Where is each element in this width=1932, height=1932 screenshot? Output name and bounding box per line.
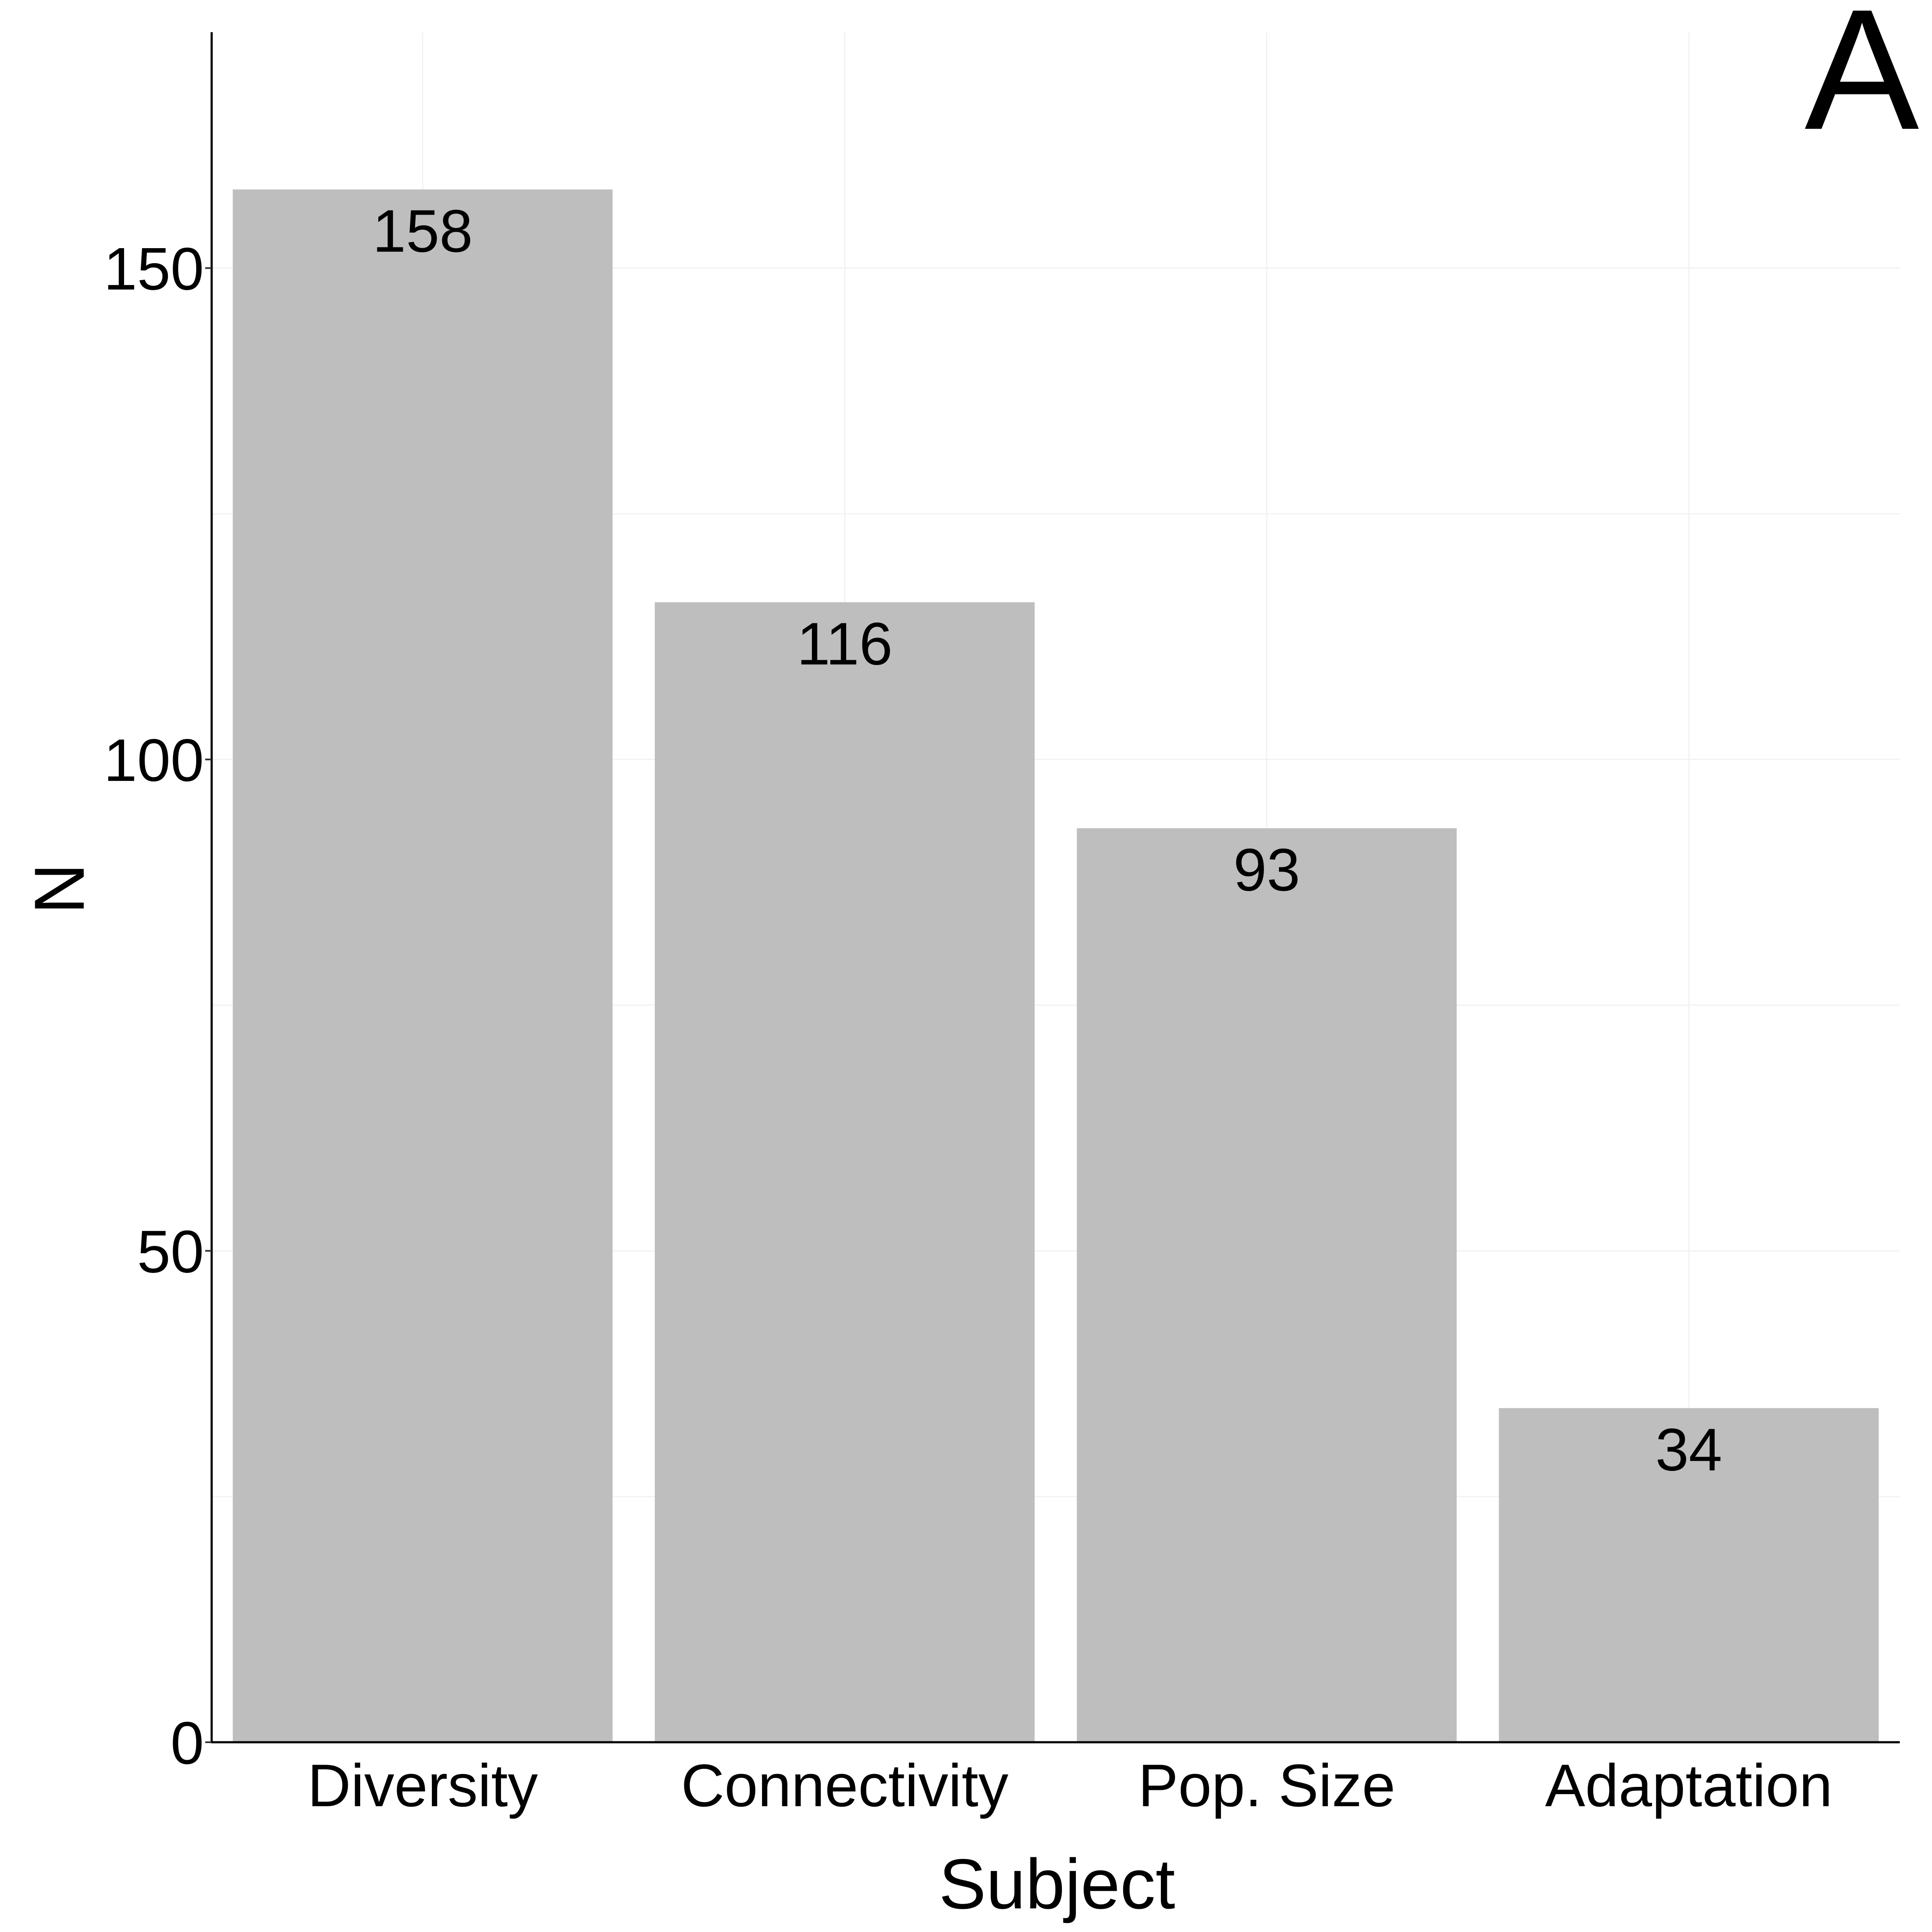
y-axis-title: N — [20, 863, 99, 914]
x-tick-label: Diversity — [307, 1752, 538, 1819]
x-axis-title: Subject — [939, 1844, 1175, 1923]
y-tick-label: 150 — [103, 235, 204, 302]
bar-diversity — [233, 189, 613, 1742]
x-tick-label: Connectivity — [681, 1752, 1009, 1819]
bars-layer — [233, 189, 1879, 1743]
axis-layer — [205, 32, 1900, 1744]
bar-value-label: 158 — [373, 197, 473, 264]
bar-adaptation — [1499, 1408, 1879, 1742]
x-tick-label: Pop. Size — [1138, 1752, 1395, 1819]
y-tick-label: 50 — [137, 1218, 204, 1285]
bar-value-label: 116 — [797, 610, 893, 677]
y-tick-label: 0 — [170, 1709, 204, 1777]
x-tick-label: Adaptation — [1545, 1752, 1832, 1819]
bar-value-label: 34 — [1656, 1416, 1722, 1483]
bar-connectivity — [655, 602, 1035, 1743]
y-tick-label: 100 — [103, 726, 204, 794]
panel-letter: A — [1804, 0, 1920, 165]
bar-value-label: 93 — [1233, 836, 1300, 903]
label-layer: 158 116 93 34 0 50 100 150 Diversity Connectivity… — [103, 197, 1832, 1819]
bar-pop-size — [1077, 828, 1457, 1742]
